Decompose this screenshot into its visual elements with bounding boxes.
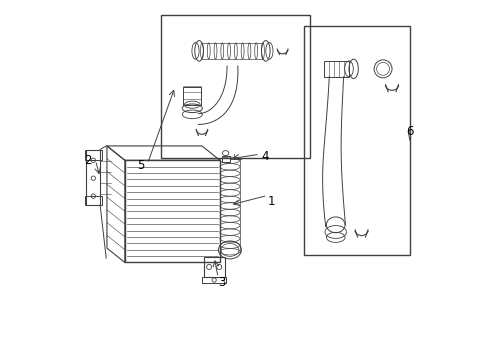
Bar bbox=[161, 15, 310, 158]
Text: 3: 3 bbox=[218, 276, 225, 289]
Bar bbox=[221, 156, 230, 162]
Bar bbox=[85, 196, 102, 205]
Text: 4: 4 bbox=[261, 150, 269, 163]
Text: 1: 1 bbox=[268, 195, 276, 208]
Bar bbox=[87, 149, 100, 205]
Bar bbox=[204, 257, 224, 277]
Bar bbox=[125, 160, 220, 262]
Bar bbox=[85, 149, 102, 159]
Bar bbox=[324, 61, 349, 77]
Bar bbox=[183, 87, 201, 105]
Bar bbox=[304, 26, 410, 255]
Text: 5: 5 bbox=[137, 159, 145, 172]
Bar bbox=[202, 277, 226, 283]
Text: 2: 2 bbox=[84, 154, 92, 167]
Text: 6: 6 bbox=[406, 125, 414, 138]
